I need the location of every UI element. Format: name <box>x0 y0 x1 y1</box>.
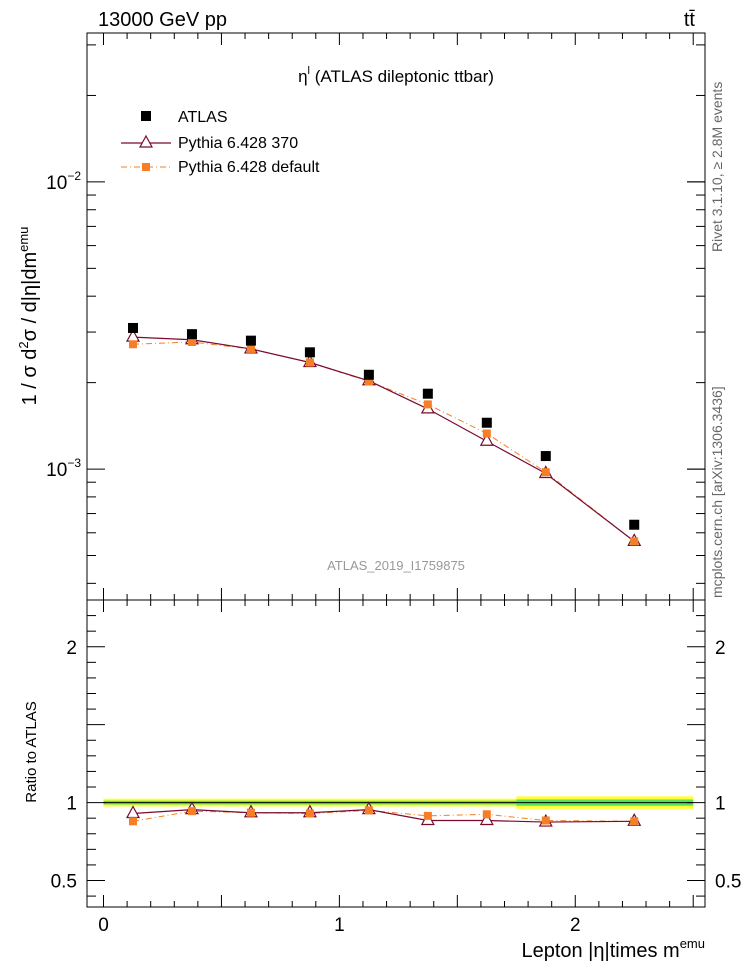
x-axis-label-text: Lepton |η|times m <box>521 940 679 962</box>
main-y-axis-label: 1 / σ d2σ / d|η|dmemu <box>16 227 41 406</box>
chart-title-sup: l <box>308 65 310 77</box>
pythia-default-point <box>128 340 137 349</box>
chart-title-text: (ATLAS dileptonic ttbar) <box>310 67 494 86</box>
main-y-tick-label: 10−2 <box>46 169 81 194</box>
main-y-tick-labels: 10−2 10−3 <box>46 169 81 481</box>
legend-label-atlas: ATLAS <box>178 109 228 126</box>
main-y-ticks <box>87 44 705 584</box>
atlas-data-point <box>127 322 138 333</box>
pythia-default-point <box>187 338 196 347</box>
ratio-pythia-default-point <box>246 808 255 817</box>
pythia-default-point <box>423 400 432 409</box>
ratio-y-tick-label-right: 2 <box>715 638 726 659</box>
atlas-data-point <box>481 417 492 428</box>
ratio-y-tick-label-left: 1 <box>66 794 77 815</box>
pythia-default-point <box>630 537 639 546</box>
atlas-data-point <box>186 329 197 340</box>
analysis-watermark: ATLAS_2019_I1759875 <box>327 558 465 573</box>
ratio-y-axis-label: Ratio to ATLAS <box>23 701 40 802</box>
pythia-default-point <box>482 429 491 438</box>
legend-label-pythia-default: Pythia 6.428 default <box>178 159 320 176</box>
legend-marker-atlas <box>141 111 151 121</box>
atlas-data-point <box>245 335 256 346</box>
pythia-default-point <box>305 358 314 367</box>
ratio-pythia-default-point <box>364 806 373 815</box>
ratio-y-tick-label-left: 2 <box>66 638 77 659</box>
ratio-panel: 0.5 0.5 1 1 2 2 0 1 2 Ratio to ATLAS Lepton |η|… <box>23 599 742 962</box>
ratio-y-ticks <box>87 615 705 897</box>
legend: ATLAS Pythia 6.428 370 Pythia 6.428 defa… <box>121 109 320 176</box>
x-axis-label-sup: emu <box>680 936 705 951</box>
ratio-panel-frame <box>86 599 706 908</box>
x-tick-label: 1 <box>334 915 345 936</box>
ratio-x-ticks <box>103 600 694 907</box>
chart-title-symbol: η <box>298 67 307 86</box>
x-tick-label: 2 <box>570 915 581 936</box>
source-label: mcplots.cern.ch [arXiv:1306.3436] <box>709 386 725 598</box>
ratio-y-tick-label-right: 0.5 <box>715 872 741 893</box>
legend-marker-pythia-370 <box>138 134 154 148</box>
ratio-pythia-default-point <box>305 809 314 818</box>
ratio-uncertainty-band <box>103 796 694 809</box>
ratio-data-layer <box>125 801 642 827</box>
x-axis-label: Lepton |η|times memu <box>521 936 705 962</box>
ratio-pythia-default-point <box>482 810 491 819</box>
ratio-y-tick-labels: 0.5 0.5 1 1 2 2 <box>51 638 742 893</box>
pythia-default-point <box>541 468 550 477</box>
ratio-y-tick-label-right: 1 <box>715 794 726 815</box>
atlas-data-point <box>540 451 551 462</box>
main-x-ticks <box>103 33 694 600</box>
pythia-370-point <box>479 432 494 446</box>
chart-title: ηl (ATLAS dileptonic ttbar) <box>298 65 494 86</box>
atlas-data-point <box>363 369 374 380</box>
ratio-pythia-default-point <box>187 807 196 816</box>
x-tick-label: 0 <box>98 915 109 936</box>
pythia-default-point <box>246 344 255 353</box>
atlas-data-point <box>422 388 433 399</box>
ratio-pythia-default-point <box>630 817 639 826</box>
pythia-default-line <box>132 341 635 542</box>
legend-label-pythia-370: Pythia 6.428 370 <box>178 135 298 152</box>
ratio-pythia-370-point <box>479 812 494 826</box>
atlas-data-point <box>304 347 315 358</box>
main-data-layer <box>125 322 642 546</box>
x-tick-labels: 0 1 2 <box>98 915 580 936</box>
pythia-default-point <box>364 377 373 386</box>
ratio-pythia-default-point <box>128 817 137 826</box>
main-y-tick-label: 10−3 <box>46 456 81 481</box>
ratio-pythia-default-point <box>541 816 550 825</box>
atlas-data-point <box>629 519 640 530</box>
rivet-version-label: Rivet 3.1.10, ≥ 2.8M events <box>709 82 725 252</box>
main-panel: 10−2 10−3 1 / σ d2σ / d|η|dmemu ηl (ATLAS… <box>16 32 706 601</box>
legend-marker-pythia-default <box>142 163 150 171</box>
process-label: tt̄ <box>684 9 696 31</box>
energy-label: 13000 GeV pp <box>98 9 227 31</box>
ratio-y-tick-label-left: 0.5 <box>51 872 77 893</box>
ratio-pythia-default-point <box>423 811 432 820</box>
